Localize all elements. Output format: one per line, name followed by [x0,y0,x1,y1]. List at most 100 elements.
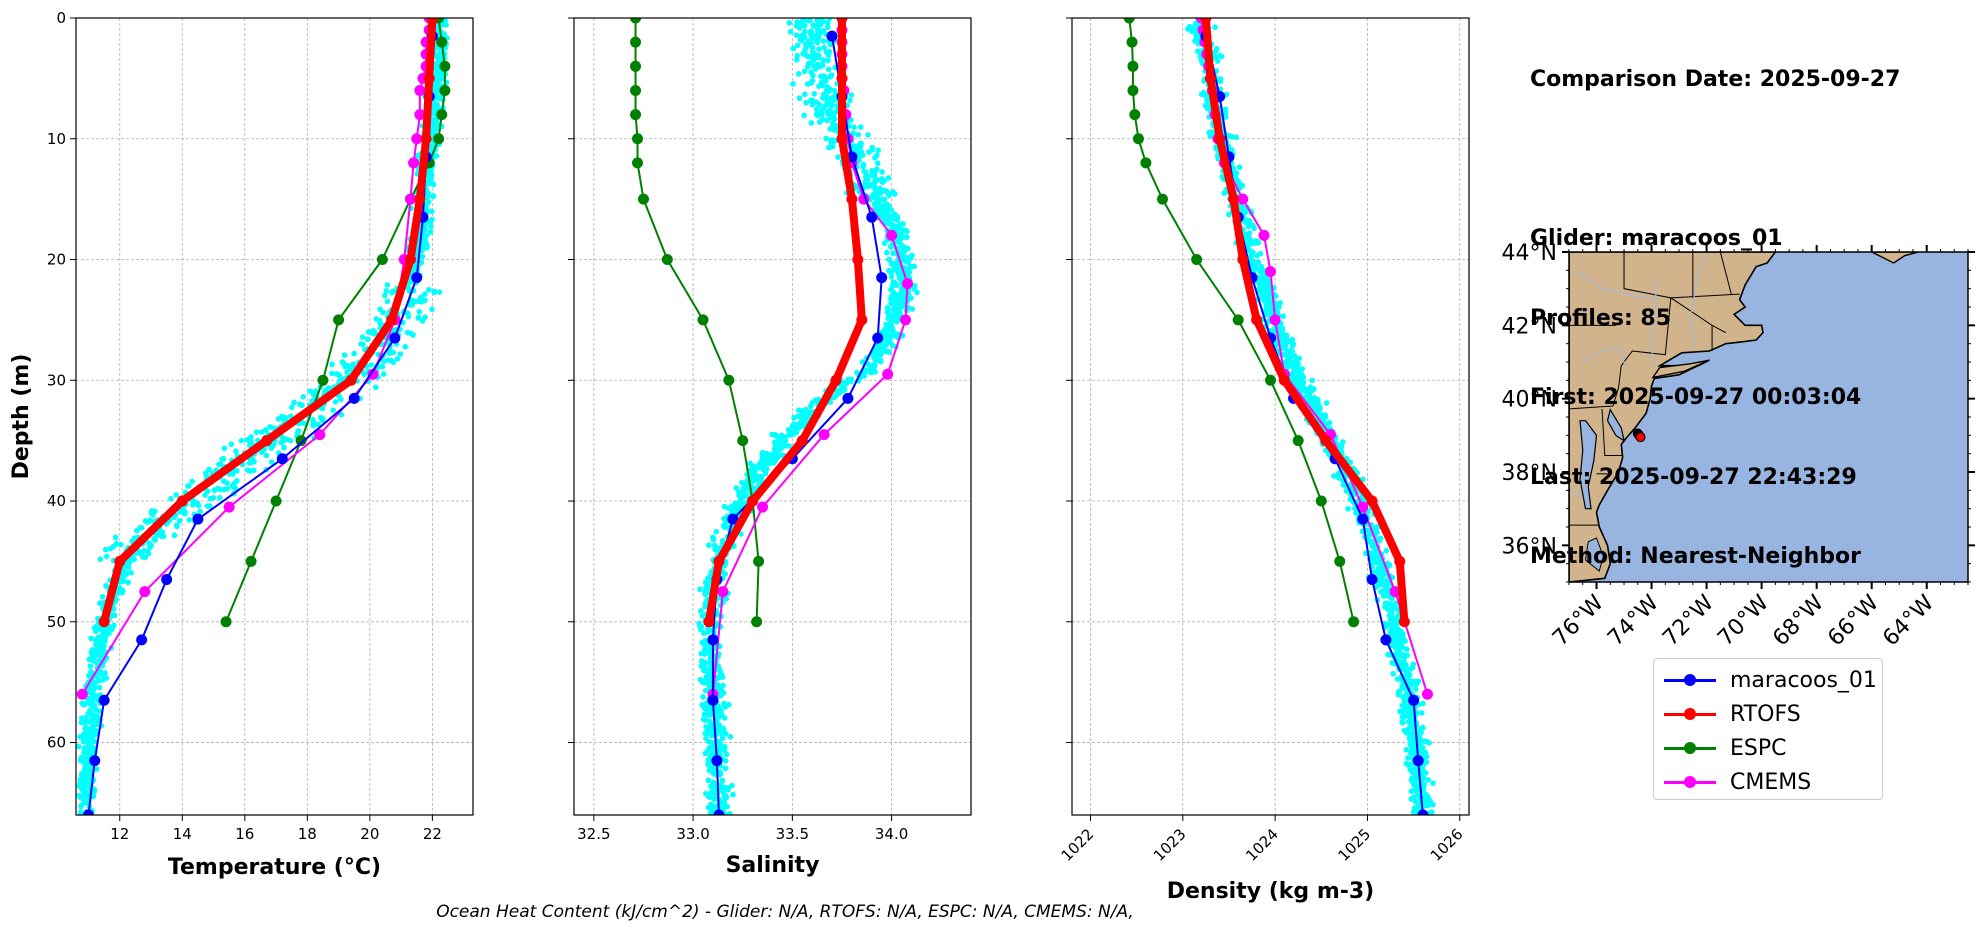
glider-observation-point [899,228,905,235]
series-point-rtofs [420,133,432,145]
series-point-maracoos-01 [713,809,725,815]
glider-observation-point [799,408,805,415]
series-point-cmems [139,586,151,598]
glider-observation-point [1246,219,1253,226]
series-point-espc [630,84,642,96]
glider-observation-point [297,401,303,408]
state-border [1569,405,1614,410]
glider-observation-point [1307,384,1314,391]
glider-observation-point [228,441,235,447]
glider-observation-point [384,298,391,305]
glider-observation-point [827,106,833,113]
glider-observation-point [798,33,805,39]
glider-observation-point [422,237,428,244]
glider-observation-point [128,569,135,576]
series-point-cmems [404,193,416,205]
glider-observation-point [394,355,401,362]
glider-observation-point [809,77,816,84]
glider-observation-point [294,430,301,436]
glider-observation-point [814,112,821,119]
glider-observation-point [382,292,388,299]
glider-observation-point [801,22,808,29]
glider-observation-point [1400,652,1406,658]
series-point-maracoos-01 [707,694,719,706]
glider-observation-point [702,790,709,797]
glider-observation-point [137,524,143,531]
glider-observation-point [825,57,831,64]
plot-area [630,18,920,815]
series-point-rtofs [852,254,864,266]
lon-tick-label: 70°W [1713,590,1774,651]
series-point-espc [439,60,451,72]
glider-observation-point [97,637,103,643]
series-point-rtofs [423,72,435,84]
glider-observation-point [848,92,855,98]
glider-observation-point [744,484,751,491]
comparison-date: Comparison Date: 2025-09-27 [1530,67,1901,92]
glider-observation-point [1315,396,1321,403]
glider-observation-point [826,18,833,22]
glider-observation-point [84,764,91,771]
glider-observation-point [1392,605,1399,611]
series-line-maracoos-01 [711,35,883,815]
glider-observation-point [771,460,777,466]
comparison-info: Comparison Date: 2025-09-27 Glider: mara… [1530,14,1900,597]
x-tick-label: 18 [298,825,317,843]
glider-observation-point [752,471,758,478]
glider-observation-point [186,517,193,523]
glider-observation-point [173,522,180,529]
glider-observation-point [885,175,892,181]
glider-observation-point [862,179,869,185]
glider-observation-point [207,495,214,502]
glider-observation-point [831,87,838,94]
glider-observation-point [1297,384,1304,390]
x-tick-label: 16 [235,825,254,843]
glider-observation-point [706,580,712,586]
series-point-cmems [1357,501,1369,513]
glider-observation-point [418,299,425,305]
glider-observation-point [828,137,834,144]
glider-observation-point [857,124,864,130]
glider-observation-point [110,543,117,549]
glider-observation-point [1283,352,1290,358]
glider-observation-point [815,52,822,59]
glider-observation-point [176,517,183,524]
series-point-rtofs [747,495,759,507]
series-point-maracoos-01 [727,513,739,525]
glider-observation-point [717,746,724,753]
glider-observation-point [364,336,371,343]
series-point-rtofs [114,555,126,567]
x-tick-label: 20 [360,825,379,843]
x-axis-label: Temperature (°C) [168,855,381,880]
glider-observation-point [752,466,758,473]
series-line-rtofs [704,18,866,626]
glider-observation-point [823,135,829,142]
glider-observation-point [110,612,116,619]
glider-observation-point [1289,348,1296,355]
glider-observation-point [1408,796,1415,802]
series-point-maracoos-01 [826,30,838,42]
glider-observation-point [717,742,724,749]
map-area [1569,252,1968,582]
series-point-maracoos-01 [1380,634,1392,646]
glider-observation-point [875,147,881,154]
glider-observation-point [1400,637,1406,644]
series-point-rtofs [713,555,725,567]
glider-observation-point [719,778,726,784]
glider-observation-point [730,791,736,798]
glider-observation-point [759,449,766,456]
series-line-maracoos-01 [87,35,434,815]
glider-observation-point [909,306,916,312]
pamlico-sound [1584,537,1604,572]
glider-observation-point [315,421,321,428]
x-tick-label: 33.5 [776,825,809,843]
glider-observation-point [384,282,391,288]
glider-observation-point [1255,259,1262,266]
glider-observation-point [704,585,711,591]
glider-observation-point [418,259,425,266]
river [1569,486,1584,499]
glider-observation-point [825,20,831,26]
glider-observation-point [860,163,866,170]
series-point-maracoos-01 [276,453,288,465]
glider-observation-point [890,250,896,257]
